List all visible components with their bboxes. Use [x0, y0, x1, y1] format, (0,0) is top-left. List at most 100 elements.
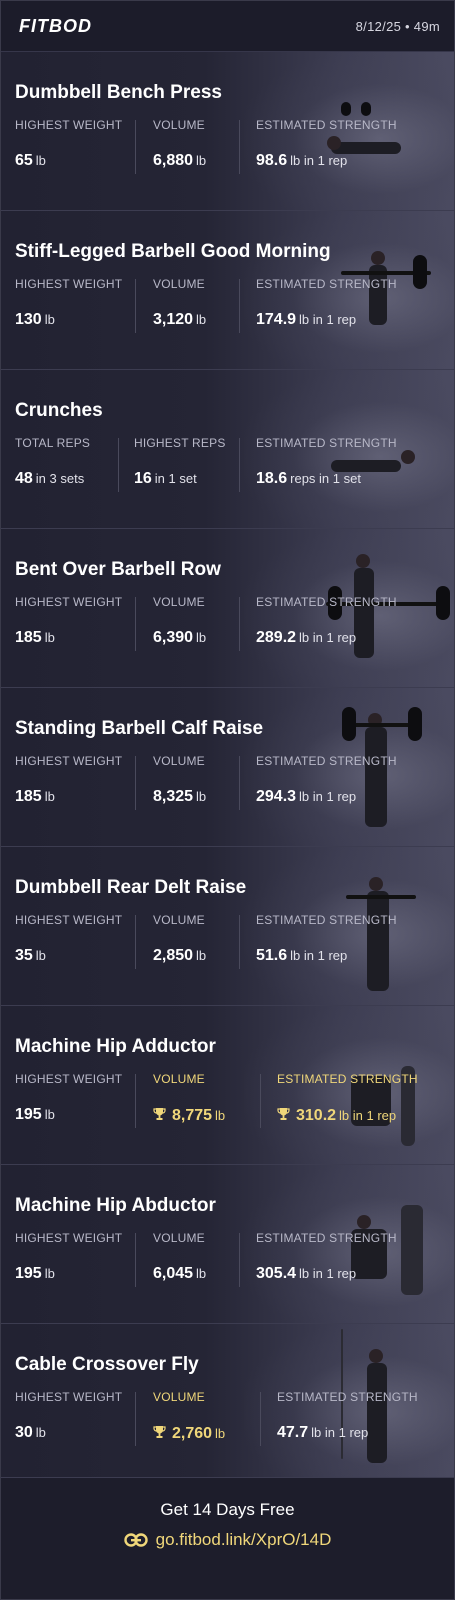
- stat-label: HIGHEST REPS: [134, 436, 226, 450]
- stat-number: 16: [134, 470, 152, 487]
- stat-number: 174.9: [256, 311, 297, 328]
- exercise-photo: [244, 529, 454, 687]
- stat-2: ESTIMATED STRENGTH 47.7 lb in 1 rep: [277, 1390, 418, 1448]
- exercise-photo: [244, 1006, 454, 1164]
- stat-unit: in 1 set: [154, 471, 197, 486]
- stat-number: 310.2: [296, 1107, 337, 1124]
- stat-0: HIGHEST WEIGHT 195 lb: [15, 1231, 122, 1289]
- stat-value: 185 lb: [15, 788, 122, 806]
- stat-label: ESTIMATED STRENGTH: [256, 436, 397, 450]
- stat-value: 195 lb: [15, 1265, 122, 1283]
- stat-label: HIGHEST WEIGHT: [15, 1072, 123, 1086]
- stat-unit: lb in 1 rep: [299, 630, 357, 645]
- stat-label: VOLUME: [153, 1390, 205, 1404]
- promo-link[interactable]: go.fitbod.link/XprO/14D: [1, 1530, 454, 1550]
- stat-2: ESTIMATED STRENGTH 294.3 lb in 1 rep: [256, 754, 397, 812]
- stat-value: 185 lb: [15, 629, 122, 647]
- stat-number: 51.6: [256, 947, 288, 964]
- stat-number: 65: [15, 152, 33, 169]
- stat-label: ESTIMATED STRENGTH: [256, 595, 397, 609]
- stat-1: VOLUME 3,120 lb: [153, 277, 206, 335]
- stat-divider: [135, 915, 136, 969]
- stat-1: HIGHEST REPS 16 in 1 set: [134, 436, 226, 494]
- stat-label: HIGHEST WEIGHT: [15, 118, 123, 132]
- stat-value: 35 lb: [15, 947, 122, 965]
- stat-number: 6,390: [153, 629, 194, 646]
- stat-number: 30: [15, 1424, 33, 1441]
- stat-number: 294.3: [256, 788, 297, 805]
- stat-1: VOLUME 6,390 lb: [153, 595, 206, 653]
- exercise-card: Cable Crossover Fly HIGHEST WEIGHT 30 lb VOL…: [1, 1324, 454, 1483]
- stat-unit: lb in 1 rep: [299, 1266, 357, 1281]
- stat-0: HIGHEST WEIGHT 185 lb: [15, 595, 122, 653]
- stat-unit: lb: [196, 948, 207, 963]
- stat-0: HIGHEST WEIGHT 65 lb: [15, 118, 122, 176]
- exercise-card: Dumbbell Rear Delt Raise HIGHEST WEIGHT 35…: [1, 847, 454, 1006]
- stat-value: 310.2 lb in 1 rep: [277, 1106, 418, 1125]
- fitbod-logo: FITBOD: [19, 15, 92, 36]
- exercise-title: Machine Hip Abductor: [15, 1195, 216, 1216]
- stat-divider: [135, 1074, 136, 1128]
- exercise-photo: [244, 52, 454, 210]
- stat-unit: in 3 sets: [35, 471, 85, 486]
- exercise-title: Standing Barbell Calf Raise: [15, 718, 264, 739]
- stat-label: ESTIMATED STRENGTH: [256, 277, 397, 291]
- stat-number: 8,325: [153, 788, 194, 805]
- stat-value: 98.6 lb in 1 rep: [256, 152, 397, 170]
- stat-number: 2,850: [153, 947, 194, 964]
- stat-value: 174.9 lb in 1 rep: [256, 311, 397, 329]
- exercise-stats: TOTAL REPS 48 in 3 sets HIGHEST REPS 16 in 1 …: [1, 436, 441, 496]
- stat-2: ESTIMATED STRENGTH 289.2 lb in 1 rep: [256, 595, 397, 653]
- stat-unit: lb: [196, 789, 207, 804]
- stat-1: VOLUME 6,880 lb: [153, 118, 206, 176]
- stat-unit: lb: [196, 1266, 207, 1281]
- exercise-photo: [244, 211, 454, 369]
- stat-divider: [135, 279, 136, 333]
- stat-label: ESTIMATED STRENGTH: [256, 754, 397, 768]
- exercise-title: Stiff-Legged Barbell Good Morning: [15, 241, 331, 262]
- stat-number: 2,760: [172, 1425, 213, 1442]
- stat-value: 18.6 reps in 1 set: [256, 470, 397, 488]
- stat-unit: lb in 1 rep: [290, 948, 348, 963]
- stat-value: 3,120 lb: [153, 311, 206, 329]
- stat-label: VOLUME: [153, 595, 205, 609]
- stat-0: TOTAL REPS 48 in 3 sets: [15, 436, 90, 494]
- stat-label: HIGHEST WEIGHT: [15, 277, 123, 291]
- stat-number: 35: [15, 947, 33, 964]
- stat-number: 18.6: [256, 470, 288, 487]
- exercise-stats: HIGHEST WEIGHT 195 lb VOLUME 8,775 lb ESTIMATE…: [1, 1072, 441, 1132]
- stat-unit: lb in 1 rep: [311, 1425, 369, 1440]
- stat-unit: lb: [44, 789, 55, 804]
- stat-value: 289.2 lb in 1 rep: [256, 629, 397, 647]
- exercise-photo: [244, 1324, 454, 1482]
- stat-number: 3,120: [153, 311, 194, 328]
- stat-2: ESTIMATED STRENGTH 51.6 lb in 1 rep: [256, 913, 397, 971]
- stat-label: VOLUME: [153, 277, 205, 291]
- exercise-title: Dumbbell Rear Delt Raise: [15, 877, 247, 898]
- stat-value: 294.3 lb in 1 rep: [256, 788, 397, 806]
- stat-divider: [260, 1074, 261, 1128]
- exercise-stats: HIGHEST WEIGHT 185 lb VOLUME 8,325 lb ESTIMATE…: [1, 754, 441, 814]
- stat-divider: [135, 120, 136, 174]
- promo-link-text[interactable]: go.fitbod.link/XprO/14D: [155, 1530, 332, 1549]
- exercise-card: Stiff-Legged Barbell Good Morning HIGHEST…: [1, 211, 454, 370]
- exercise-card: Machine Hip Abductor HIGHEST WEIGHT 195 lb V…: [1, 1165, 454, 1324]
- stat-label: VOLUME: [153, 754, 205, 768]
- exercise-title: Dumbbell Bench Press: [15, 82, 222, 103]
- stat-unit: lb: [196, 630, 207, 645]
- stat-label: ESTIMATED STRENGTH: [256, 118, 397, 132]
- stat-unit: lb in 1 rep: [299, 789, 357, 804]
- stat-divider: [239, 438, 240, 492]
- stat-number: 195: [15, 1106, 42, 1123]
- header: FITBOD 8/12/25 • 49m: [1, 1, 454, 52]
- exercise-list: Dumbbell Bench Press HIGHEST WEIGHT 65 lb VO…: [1, 52, 454, 1483]
- stat-value: 16 in 1 set: [134, 470, 226, 488]
- stat-label: ESTIMATED STRENGTH: [256, 913, 397, 927]
- stat-value: 8,775 lb: [153, 1106, 225, 1125]
- stat-divider: [239, 915, 240, 969]
- exercise-title: Cable Crossover Fly: [15, 1354, 199, 1375]
- stat-label: ESTIMATED STRENGTH: [256, 1231, 397, 1245]
- stat-value: 65 lb: [15, 152, 122, 170]
- stat-number: 185: [15, 629, 42, 646]
